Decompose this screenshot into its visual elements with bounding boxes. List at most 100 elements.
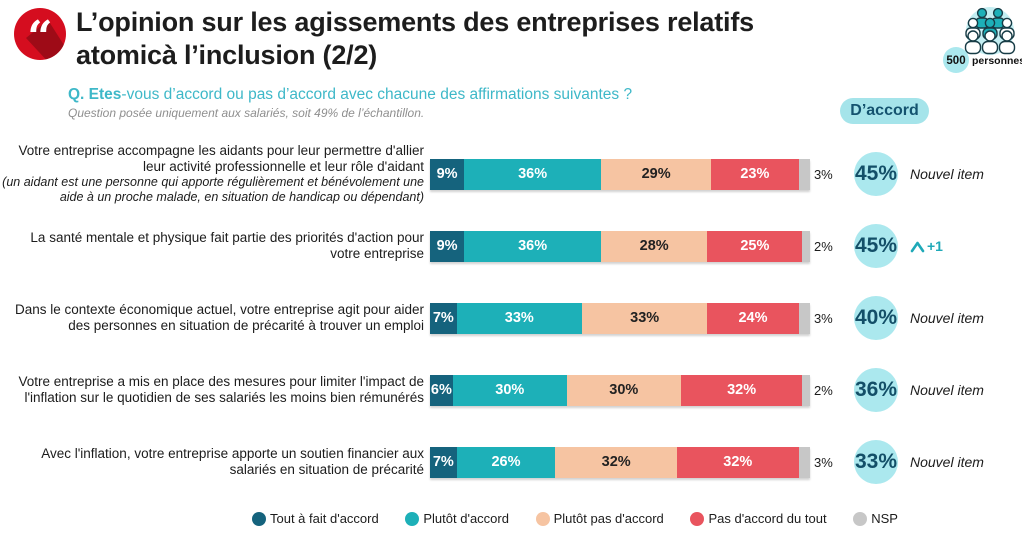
bar-segment (798, 446, 810, 478)
bar-area: 7% 26% 32% 32% 3% (430, 446, 833, 478)
row-label: Votre entreprise accompagne les aidants … (0, 143, 424, 204)
row-label-text: Votre entreprise a mis en place des mesu… (18, 374, 424, 405)
row-label-text: Dans le contexte économique actuel, votr… (15, 302, 424, 333)
nsp-value-label: 2% (813, 382, 833, 398)
bar-segment (798, 158, 810, 190)
agree-percent: 45% (854, 162, 898, 185)
bar-segment: 30% (566, 374, 681, 406)
agree-summary: 36% Nouvel item (854, 368, 984, 412)
row-label-text: La santé mentale et physique fait partie… (30, 230, 424, 261)
bar-segment: 24% (707, 302, 799, 334)
stacked-bar: 7% 26% 32% 32% (430, 446, 810, 478)
agree-summary: 40% Nouvel item (854, 296, 984, 340)
agree-percent: 45% (854, 234, 898, 257)
legend-color-dot (853, 511, 868, 526)
row-label: Avec l'inflation, votre entreprise appor… (0, 446, 424, 478)
bar-segment: 9% (430, 230, 465, 262)
bar-segment: 7% (430, 302, 457, 334)
page-title: L’opinion sur les agissements des entrep… (76, 7, 754, 70)
legend-item: Plutôt pas d'accord (535, 511, 664, 526)
legend-color-dot (252, 511, 266, 526)
agree-percent: 33% (854, 450, 898, 473)
page-title-line1: L’opinion sur les agissements des entrep… (76, 7, 754, 37)
legend-item: Plutôt d'accord (405, 511, 509, 526)
bar-area: 6% 30% 30% 32% 2% (430, 374, 833, 406)
chart-legend: Tout à fait d'accord Plutôt d'accord Plutô… (252, 511, 898, 526)
stacked-bar: 9% 36% 29% 23% (430, 158, 810, 190)
legend-color-dot (405, 511, 420, 526)
sample-size-icon: 500 personnes (942, 5, 1024, 75)
sample-count: 500 (946, 55, 965, 67)
bar-segment: 6% (430, 374, 453, 406)
quote-icon-graphic: “ (14, 8, 66, 63)
bar-area: 7% 33% 33% 24% 3% (430, 302, 833, 334)
nsp-value-label: 3% (813, 166, 833, 182)
people-group-icon: 500 personnes (943, 7, 1024, 73)
legend-label: Plutôt d'accord (423, 511, 509, 526)
stacked-bar: 7% 33% 33% 24% (430, 302, 810, 334)
legend-color-dot (690, 511, 705, 526)
chart-rows: Votre entreprise accompagne les aidants … (0, 138, 1024, 498)
legend-label: Tout à fait d'accord (270, 511, 379, 526)
bar-segment: 26% (456, 446, 556, 478)
survey-question: Q. Etes-vous d’accord ou pas d’accord av… (68, 86, 632, 104)
legend-label: NSP (871, 511, 898, 526)
nsp-value-label: 3% (813, 310, 833, 326)
survey-question-prefix: Q. Etes (68, 86, 122, 103)
page-title-line2: à l’inclusion (2/2) (161, 39, 378, 70)
row-label: La santé mentale et physique fait partie… (0, 230, 424, 262)
agree-circle: 36% (854, 368, 898, 412)
agree-circle: 33% (854, 440, 898, 484)
bar-segment: 23% (711, 158, 799, 190)
chart-row: Votre entreprise a mis en place des mesu… (0, 354, 1024, 426)
legend-label: Pas d'accord du tout (708, 511, 827, 526)
agree-summary: 45% Nouvel item (854, 152, 984, 196)
chart-row: Dans le contexte économique actuel, votr… (0, 282, 1024, 354)
svg-text:“: “ (27, 12, 52, 60)
legend-item: Pas d'accord du tout (690, 511, 827, 526)
trend-up: +1 (910, 238, 943, 254)
row-label: Votre entreprise a mis en place des mesu… (0, 374, 424, 406)
bar-segment (798, 302, 810, 334)
quote-icon: “ (14, 8, 66, 63)
legend-item: Tout à fait d'accord (252, 511, 379, 526)
bar-area: 9% 36% 29% 23% 3% (430, 158, 833, 190)
stacked-bar: 6% 30% 30% 32% (430, 374, 810, 406)
agree-column-badge: D’accord (840, 98, 929, 124)
survey-question-text: -vous d’accord ou pas d’accord avec chac… (121, 86, 633, 103)
agree-percent: 40% (854, 306, 898, 329)
trend-new-item: Nouvel item (910, 382, 984, 398)
bar-segment: 28% (600, 230, 708, 262)
bar-segment: 32% (676, 446, 799, 478)
trend-new-item: Nouvel item (910, 454, 984, 470)
trend-value: +1 (927, 238, 943, 254)
nsp-value-label: 3% (813, 454, 833, 470)
trend-new-item: Nouvel item (910, 166, 984, 182)
chart-row: Avec l'inflation, votre entreprise appor… (0, 426, 1024, 498)
agree-circle: 45% (854, 152, 898, 196)
agree-summary: 33% Nouvel item (854, 440, 984, 484)
bar-segment (802, 230, 810, 262)
bar-segment: 30% (452, 374, 567, 406)
agree-circle: 40% (854, 296, 898, 340)
legend-color-dot (535, 511, 550, 526)
bar-segment: 33% (456, 302, 582, 334)
bar-segment: 36% (464, 230, 601, 262)
bar-area: 9% 36% 28% 25% 2% (430, 230, 833, 262)
agree-percent: 36% (854, 378, 898, 401)
survey-question-note: Question posée uniquement aux salariés, … (68, 106, 425, 120)
legend-label: Plutôt pas d'accord (553, 511, 664, 526)
row-label: Dans le contexte économique actuel, votr… (0, 302, 424, 334)
trend-new-item: Nouvel item (910, 310, 984, 326)
bar-segment: 33% (581, 302, 708, 334)
bar-segment: 32% (555, 446, 677, 478)
row-label-text: Votre entreprise accompagne les aidants … (18, 143, 424, 175)
chart-row: Votre entreprise accompagne les aidants … (0, 138, 1024, 210)
row-label-note: (un aidant est une personne qui apporte … (2, 175, 424, 204)
sample-unit: personnes (972, 55, 1022, 67)
bar-segment (802, 374, 810, 406)
agree-summary: 45% +1 (854, 224, 943, 268)
chart-row: La santé mentale et physique fait partie… (0, 210, 1024, 282)
bar-segment: 7% (430, 446, 457, 478)
